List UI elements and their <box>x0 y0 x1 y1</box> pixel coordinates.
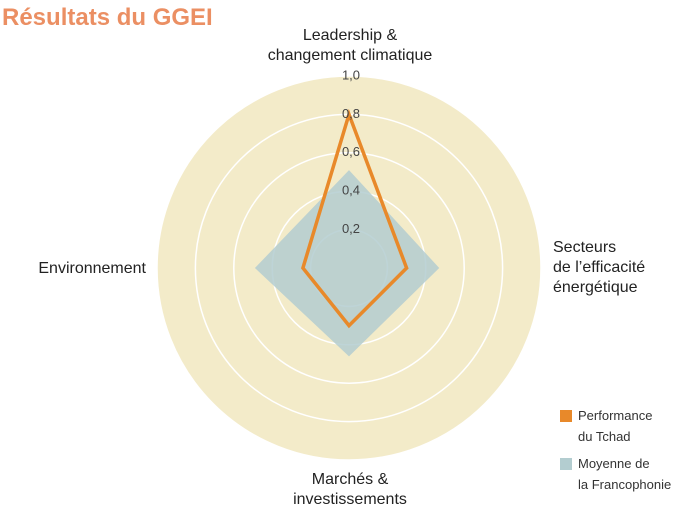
tick-label: 0,2 <box>342 221 360 236</box>
legend-label: Performance du Tchad <box>578 408 653 444</box>
legend-swatch <box>560 458 572 470</box>
legend-swatch <box>560 410 572 422</box>
grid-ring <box>233 152 465 384</box>
axis-label: Secteurs de l’efficacité énergétique <box>553 239 646 296</box>
legend-label: Moyenne de la Francophonie <box>578 456 672 492</box>
axis-label: Environnement <box>38 260 146 277</box>
tick-label: 0,4 <box>342 183 360 198</box>
tick-label: 0,6 <box>342 144 360 159</box>
chart-title: Résultats du GGEI <box>2 4 213 31</box>
axis-label: Marchés & investissements <box>293 471 407 508</box>
series-area <box>254 170 440 357</box>
grid-ring <box>156 75 542 461</box>
tick-label: 1,0 <box>342 67 360 82</box>
tick-label: 0,8 <box>342 106 360 121</box>
axis-label: Leadership & changement climatique <box>267 27 433 64</box>
series-outline <box>300 108 409 329</box>
